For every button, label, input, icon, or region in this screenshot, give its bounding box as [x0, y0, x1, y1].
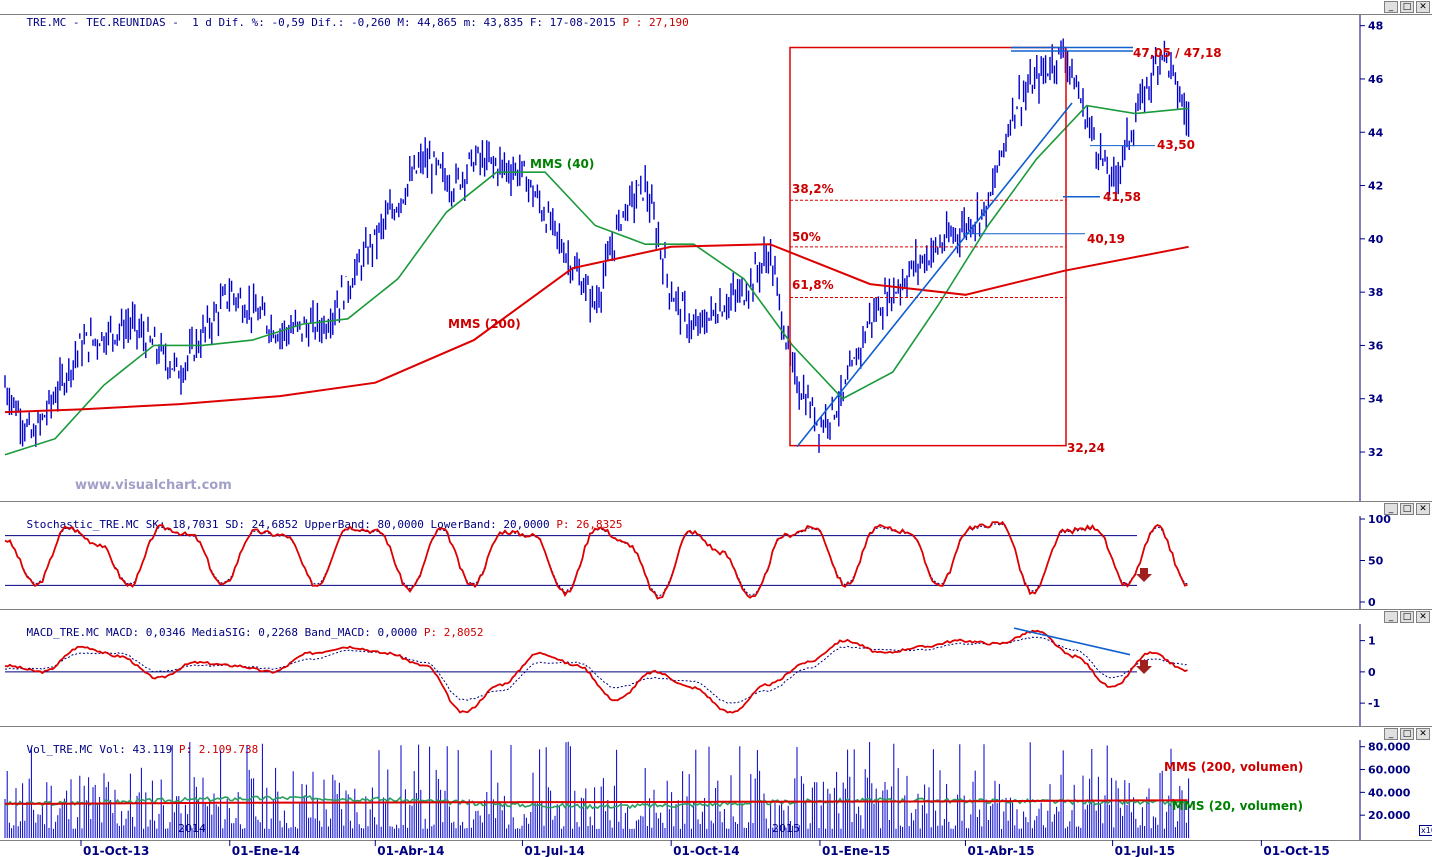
- minimize-button[interactable]: _: [1384, 728, 1398, 740]
- down-arrow-icon: [1136, 660, 1152, 674]
- y-tick-label: 38: [1368, 286, 1383, 299]
- x-tick-label: 01-Oct-14: [673, 844, 739, 857]
- price-panel-header: TRE.MC - TEC.REUNIDAS - 1 d Dif. %: -0,5…: [0, 0, 689, 29]
- x-tick-label: 01-Jul-15: [1115, 844, 1175, 857]
- y-tick-label: 0: [1368, 596, 1376, 609]
- vol-mms200-line: [5, 799, 1188, 805]
- y-tick-label: 1: [1368, 635, 1376, 648]
- fib618-label: 61,8%: [792, 278, 834, 292]
- close-button[interactable]: ✕: [1416, 503, 1430, 515]
- y-tick-label: 100: [1368, 513, 1391, 526]
- fib382-label: 38,2%: [792, 182, 834, 196]
- close-button[interactable]: ✕: [1416, 611, 1430, 623]
- y-tick-label: 50: [1368, 555, 1384, 568]
- top-level-label: 47,05 / 47,18: [1133, 46, 1222, 60]
- y-tick-label: 46: [1368, 73, 1384, 86]
- mms40-line: [4, 104, 1189, 456]
- stoch-panel-header: Stochastic_TRE.MC SK: 18,7031 SD: 24,685…: [0, 502, 623, 531]
- y-tick-label: 0: [1368, 666, 1376, 679]
- level-3224-label: 32,24: [1067, 441, 1105, 455]
- vol-header-p: P: 2.109.738: [178, 743, 259, 756]
- y-tick-label: 40.000: [1368, 786, 1411, 799]
- level-4350-label: 43,50: [1157, 138, 1195, 152]
- down-arrow-icon: [1136, 568, 1152, 582]
- fib50-label: 50%: [792, 230, 821, 244]
- maximize-button[interactable]: □: [1400, 611, 1414, 623]
- vol-header-text: Vol_TRE.MC Vol: 43.119: [26, 743, 179, 756]
- minimize-button[interactable]: _: [1384, 1, 1398, 13]
- y-tick-label: 80.000: [1368, 741, 1411, 754]
- price-header-p: P : 27,190: [622, 16, 689, 29]
- stoch-header-p: P: 26,8325: [556, 518, 623, 531]
- level-4019-label: 40,19: [1087, 232, 1125, 246]
- maximize-button[interactable]: □: [1400, 728, 1414, 740]
- macd-signal-line: [4, 636, 1188, 704]
- macd-panel-header: MACD_TRE.MC MACD: 0,0346 MediaSIG: 0,226…: [0, 610, 484, 639]
- y-tick-label: 42: [1368, 180, 1383, 193]
- x-tick-label: 01-Abr-15: [967, 844, 1034, 857]
- minimize-button[interactable]: _: [1384, 503, 1398, 515]
- vol-mms20-line: [4, 794, 1189, 810]
- x-tick-label: 01-Jul-14: [524, 844, 584, 857]
- y-tick-label: 20.000: [1368, 809, 1411, 822]
- y-tick-label: 48: [1368, 20, 1383, 33]
- minimize-button[interactable]: _: [1384, 611, 1398, 623]
- macd-window-buttons: _ □ ✕: [1384, 611, 1430, 623]
- stoch-window-buttons: _ □ ✕: [1384, 503, 1430, 515]
- stoch-sk-line: [4, 520, 1188, 600]
- price-header-text: TRE.MC - TEC.REUNIDAS - 1 d Dif. %: -0,5…: [26, 16, 623, 29]
- volume-bars: [4, 741, 1190, 838]
- macd-header-p: P: 2,8052: [423, 626, 484, 639]
- maximize-button[interactable]: □: [1400, 503, 1414, 515]
- close-button[interactable]: ✕: [1416, 1, 1430, 13]
- y-tick-label: 34: [1368, 393, 1384, 406]
- close-button[interactable]: ✕: [1416, 728, 1430, 740]
- price-window-buttons: _ □ ✕: [1384, 1, 1430, 13]
- y-tick-label: -1: [1368, 697, 1380, 710]
- divergence-line: [1013, 627, 1131, 656]
- y-tick-label: 44: [1368, 126, 1384, 139]
- vol-window-buttons: _ □ ✕: [1384, 728, 1430, 740]
- mms200-line: [4, 243, 1189, 414]
- mms40-label: MMS (40): [530, 157, 595, 171]
- x10-label: x10: [1419, 825, 1432, 836]
- x-tick-label: 01-Oct-13: [83, 844, 149, 857]
- macd-header-text: MACD_TRE.MC MACD: 0,0346 MediaSIG: 0,226…: [26, 626, 424, 639]
- mms200-label: MMS (200): [448, 317, 521, 331]
- x-tick-label: 01-Abr-14: [377, 844, 444, 857]
- y-tick-label: 36: [1368, 339, 1384, 352]
- y-tick-label: 40: [1368, 233, 1384, 246]
- macd-line: [4, 629, 1188, 714]
- trend-line: [796, 102, 1073, 448]
- y-tick-label: 32: [1368, 446, 1383, 459]
- year-2015-label: 2015: [772, 822, 800, 835]
- watermark: www.visualchart.com: [75, 478, 232, 493]
- price-bars: [4, 38, 1190, 453]
- vol-mms200-label: MMS (200, volumen): [1164, 760, 1304, 774]
- vol-mms20-label: MMS (20, volumen): [1172, 799, 1304, 813]
- year-2014-label: 2014: [178, 822, 206, 835]
- vol-panel-header: Vol_TRE.MC Vol: 43.119 P: 2.109.738: [0, 727, 259, 756]
- y-tick-label: 60.000: [1368, 764, 1411, 777]
- x-tick-label: 01-Oct-15: [1263, 844, 1329, 857]
- maximize-button[interactable]: □: [1400, 1, 1414, 13]
- x-tick-label: 01-Ene-14: [232, 844, 300, 857]
- level-4158-label: 41,58: [1103, 190, 1141, 204]
- x-tick-label: 01-Ene-15: [822, 844, 890, 857]
- stoch-header-text: Stochastic_TRE.MC SK: 18,7031 SD: 24,685…: [26, 518, 557, 531]
